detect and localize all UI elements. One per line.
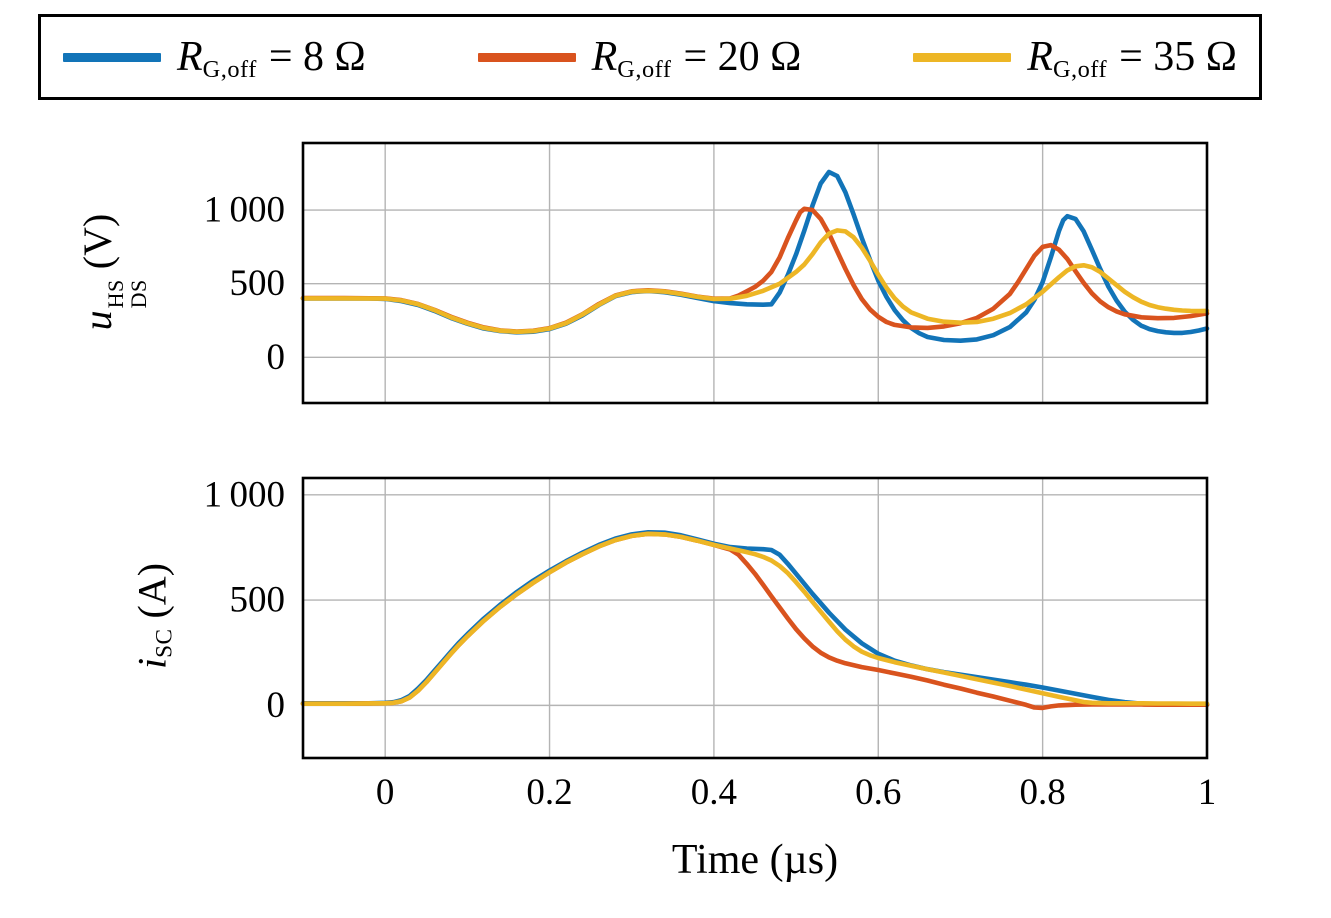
series-line-0	[300, 530, 1210, 707]
legend-line-swatch-blue	[63, 52, 161, 62]
voltage-chart: 0 500 1 000	[204, 141, 1210, 405]
axis-frame	[301, 141, 1209, 405]
y-tick-label: 0	[267, 685, 286, 726]
y-tick-label: 1 000	[204, 474, 285, 515]
math-subscript: G,off	[202, 55, 257, 83]
x-tick-label: 0.8	[1020, 772, 1066, 813]
legend-item-20ohm: RG,off = 20 Ω	[477, 33, 802, 83]
math-rest: = 8 Ω	[268, 34, 366, 80]
legend-label-35ohm: RG,off = 35 Ω	[1027, 33, 1237, 83]
y-tick-label: 1 000	[204, 190, 285, 231]
x-tick-label: 0	[376, 772, 395, 813]
legend-label-20ohm: RG,off = 20 Ω	[591, 33, 802, 83]
math-symbol: R	[177, 34, 203, 80]
math-subscript: G,off	[1052, 55, 1108, 83]
math-symbol: u	[75, 310, 121, 331]
series-line-1	[300, 531, 1210, 711]
series-line-2	[300, 531, 1210, 706]
math-symbol: i	[129, 657, 175, 670]
axis-unit: (V)	[75, 213, 121, 270]
legend-item-8ohm: RG,off = 8 Ω	[63, 33, 366, 83]
math-symbol: R	[591, 34, 618, 80]
current-chart: 0 500 1 000 0 0.2 0.4 0.6 0.8 1	[204, 474, 1217, 813]
x-axis-label: Time (µs)	[671, 837, 839, 883]
legend-label-8ohm: RG,off = 8 Ω	[177, 33, 366, 83]
x-tick-label: 0.2	[526, 772, 572, 813]
y-tick-label: 500	[230, 580, 286, 621]
x-tick-label: 0.6	[855, 772, 901, 813]
math-supsub: HS DS	[103, 279, 151, 309]
legend-item-35ohm: RG,off = 35 Ω	[913, 33, 1237, 83]
series-line-0	[300, 169, 1210, 343]
y-tick-label: 0	[267, 337, 286, 378]
math-rest: = 20 Ω	[683, 34, 802, 80]
math-superscript: HS	[103, 279, 129, 309]
legend-line-swatch-orange	[477, 52, 576, 62]
y-axis-label-voltage: u HS DS (V)	[74, 213, 151, 331]
legend-box: RG,off = 8 Ω RG,off = 20 Ω RG,off = 35 Ω	[38, 14, 1262, 100]
series-line-2	[300, 228, 1210, 335]
axis-frame	[301, 476, 1209, 760]
y-axis-label-current: iSC (A)	[129, 562, 178, 670]
axis-unit: (A)	[129, 562, 175, 619]
math-rest: = 35 Ω	[1119, 34, 1237, 80]
legend-line-swatch-yellow	[913, 52, 1012, 62]
math-subscript: G,off	[617, 55, 672, 83]
y-tick-label: 500	[230, 263, 286, 304]
x-tick-label: 0.4	[691, 772, 737, 813]
math-subscript: SC	[151, 628, 178, 658]
math-subscript: DS	[125, 279, 151, 309]
x-tick-label: 1	[1198, 772, 1217, 813]
math-symbol: R	[1027, 34, 1053, 80]
